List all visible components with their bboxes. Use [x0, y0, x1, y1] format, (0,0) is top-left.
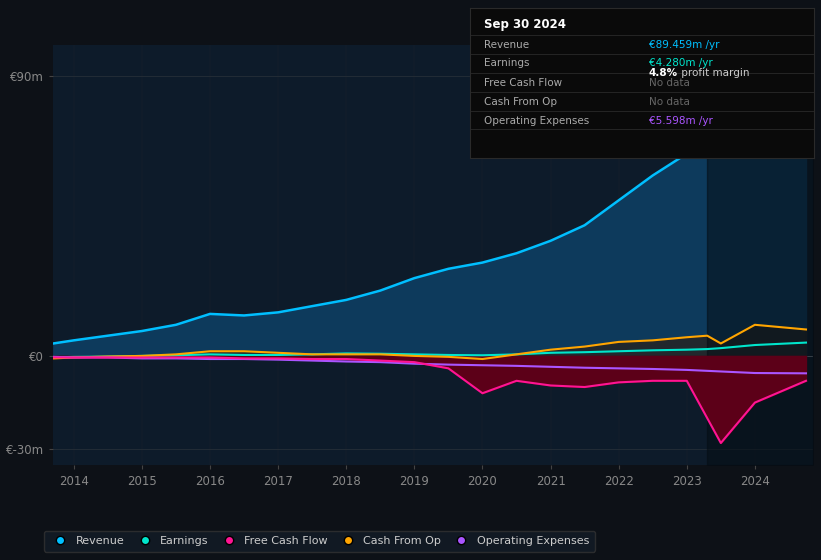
Text: Revenue: Revenue — [484, 40, 530, 50]
Text: Sep 30 2024: Sep 30 2024 — [484, 18, 566, 31]
Text: Cash From Op: Cash From Op — [484, 97, 557, 106]
Text: No data: No data — [649, 78, 690, 88]
Legend: Revenue, Earnings, Free Cash Flow, Cash From Op, Operating Expenses: Revenue, Earnings, Free Cash Flow, Cash … — [44, 530, 595, 552]
Text: 4.8%: 4.8% — [649, 68, 678, 78]
Text: Free Cash Flow: Free Cash Flow — [484, 78, 562, 88]
Text: €89.459m /yr: €89.459m /yr — [649, 40, 719, 50]
Text: €4.280m /yr: €4.280m /yr — [649, 58, 713, 68]
Text: €5.598m /yr: €5.598m /yr — [649, 116, 713, 126]
Text: Earnings: Earnings — [484, 58, 530, 68]
Text: profit margin: profit margin — [678, 68, 750, 78]
Text: No data: No data — [649, 97, 690, 106]
Text: Operating Expenses: Operating Expenses — [484, 116, 589, 126]
